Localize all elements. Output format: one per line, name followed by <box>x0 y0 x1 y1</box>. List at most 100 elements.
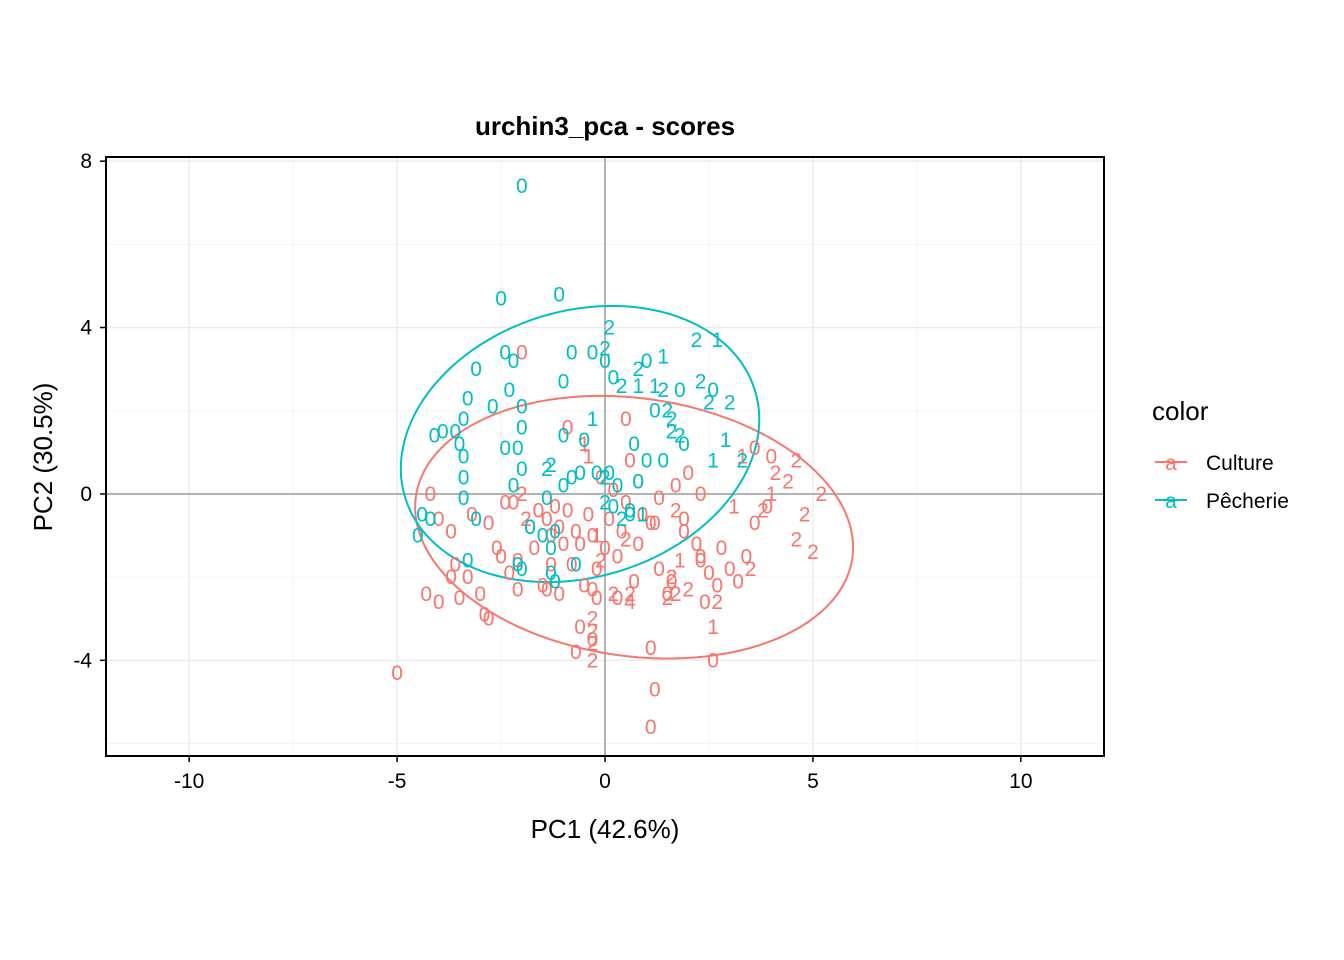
score-points: 00 00000000000000002200000000000000000000… <box>391 175 827 739</box>
score-point: 0 <box>632 533 644 556</box>
score-point: 0 <box>678 520 690 543</box>
y-axis-title: PC2 (30.5%) <box>28 383 58 532</box>
score-point: 0 <box>462 387 474 410</box>
score-point: 0 <box>558 533 570 556</box>
score-point: 1 <box>711 329 723 352</box>
score-point: 0 <box>508 475 520 498</box>
score-point: 0 <box>545 537 557 560</box>
score-point: 2 <box>815 483 827 506</box>
y-axis-ticks: -4 0 4 8 <box>73 150 106 672</box>
score-point: 0 <box>495 287 507 310</box>
score-point: 0 <box>470 508 482 531</box>
score-point: 0 <box>512 437 524 460</box>
score-point: 2 <box>595 549 607 572</box>
score-point: 0 <box>491 537 503 560</box>
score-point: 0 <box>707 649 719 672</box>
score-point: 0 <box>541 579 553 602</box>
legend-key-glyph: a <box>1165 490 1177 513</box>
score-point: 0 <box>624 450 636 473</box>
legend-item: a Pêcherie <box>1155 490 1289 513</box>
score-point: 0 <box>666 570 678 593</box>
score-point: 2 <box>790 450 802 473</box>
legend: color a Culture a Pêcherie <box>1152 396 1289 513</box>
score-point: 0 <box>516 558 528 581</box>
score-point: 0 <box>537 525 549 548</box>
y-tick-label: -4 <box>73 649 92 672</box>
score-point: 0 <box>620 408 632 431</box>
score-point: 2 <box>620 529 632 552</box>
score-point: 1 <box>657 346 669 369</box>
score-point: 0 <box>591 558 603 581</box>
score-point: 4 <box>624 591 636 614</box>
score-point: 0 <box>508 350 520 373</box>
score-point: 0 <box>558 371 570 394</box>
score-point: 0 <box>591 587 603 610</box>
score-point: 0 <box>670 475 682 498</box>
legend-label: Culture <box>1206 452 1274 475</box>
score-point: 2 <box>782 470 794 493</box>
score-point: 0 <box>570 520 582 543</box>
score-point: 0 <box>553 583 565 606</box>
score-point: 0 <box>549 520 561 543</box>
score-point: 0 <box>483 512 495 535</box>
score-point: 0 <box>587 579 599 602</box>
score-point: 0 <box>603 508 615 531</box>
score-point: 1 <box>591 525 603 548</box>
score-point: 0 <box>649 400 661 423</box>
score-point: 0 <box>587 342 599 365</box>
score-point: 0 <box>429 425 441 448</box>
score-point: 0 <box>749 437 761 460</box>
score-point: 0 <box>512 554 524 577</box>
score-point: 0 <box>462 566 474 589</box>
score-point: 0 <box>533 500 545 523</box>
score-point: 0 <box>537 574 549 597</box>
score-point: 0 <box>433 591 445 614</box>
score-point: 0 <box>570 641 582 664</box>
score-point: 0 <box>724 558 736 581</box>
score-point: 0 <box>541 487 553 510</box>
score-point: 0 <box>425 483 437 506</box>
score-point: 0 <box>578 574 590 597</box>
score-point: 0 <box>566 466 578 489</box>
chart-title: urchin3_pca - scores <box>475 111 735 141</box>
score-point: 0 <box>641 350 653 373</box>
score-point: 0 <box>653 487 665 510</box>
score-point: 0 <box>703 562 715 585</box>
score-point: 0 <box>616 520 628 543</box>
score-point: 2 <box>587 633 599 656</box>
score-point: 0 <box>454 433 466 456</box>
score-point: 1 <box>637 504 649 527</box>
score-point: 0 <box>558 475 570 498</box>
score-point: 0 <box>628 433 640 456</box>
score-point: 0 <box>553 283 565 306</box>
score-point: 0 <box>645 637 657 660</box>
zero-reference-lines <box>106 157 1104 756</box>
score-point: 0 <box>499 491 511 514</box>
score-point: 0 <box>545 525 557 548</box>
score-point: 0 <box>516 342 528 365</box>
score-point: 0 <box>583 504 595 527</box>
score-point: 0 <box>458 487 470 510</box>
score-point: 0 <box>558 425 570 448</box>
legend-label: Pêcherie <box>1206 490 1289 513</box>
ellipse-pêcherie <box>399 305 761 584</box>
score-point: 2 <box>599 491 611 514</box>
score-point: 0 <box>458 466 470 489</box>
score-point: 0 <box>632 470 644 493</box>
score-point: 1 <box>728 495 740 518</box>
score-point: 0 <box>695 483 707 506</box>
score-point: 1 <box>587 408 599 431</box>
score-point: 0 <box>662 583 674 606</box>
score-point: 0 <box>516 416 528 439</box>
score-point: 0 <box>682 462 694 485</box>
x-axis-title: PC1 (42.6%) <box>531 814 680 844</box>
score-point: 0 <box>628 570 640 593</box>
score-point: 0 <box>553 516 565 539</box>
score-point: 0 <box>499 342 511 365</box>
score-point: 0 <box>765 446 777 469</box>
score-point: 1 <box>736 446 748 469</box>
score-point: 2 <box>745 558 757 581</box>
score-point: 0 <box>562 416 574 439</box>
score-point: 2 <box>724 391 736 414</box>
